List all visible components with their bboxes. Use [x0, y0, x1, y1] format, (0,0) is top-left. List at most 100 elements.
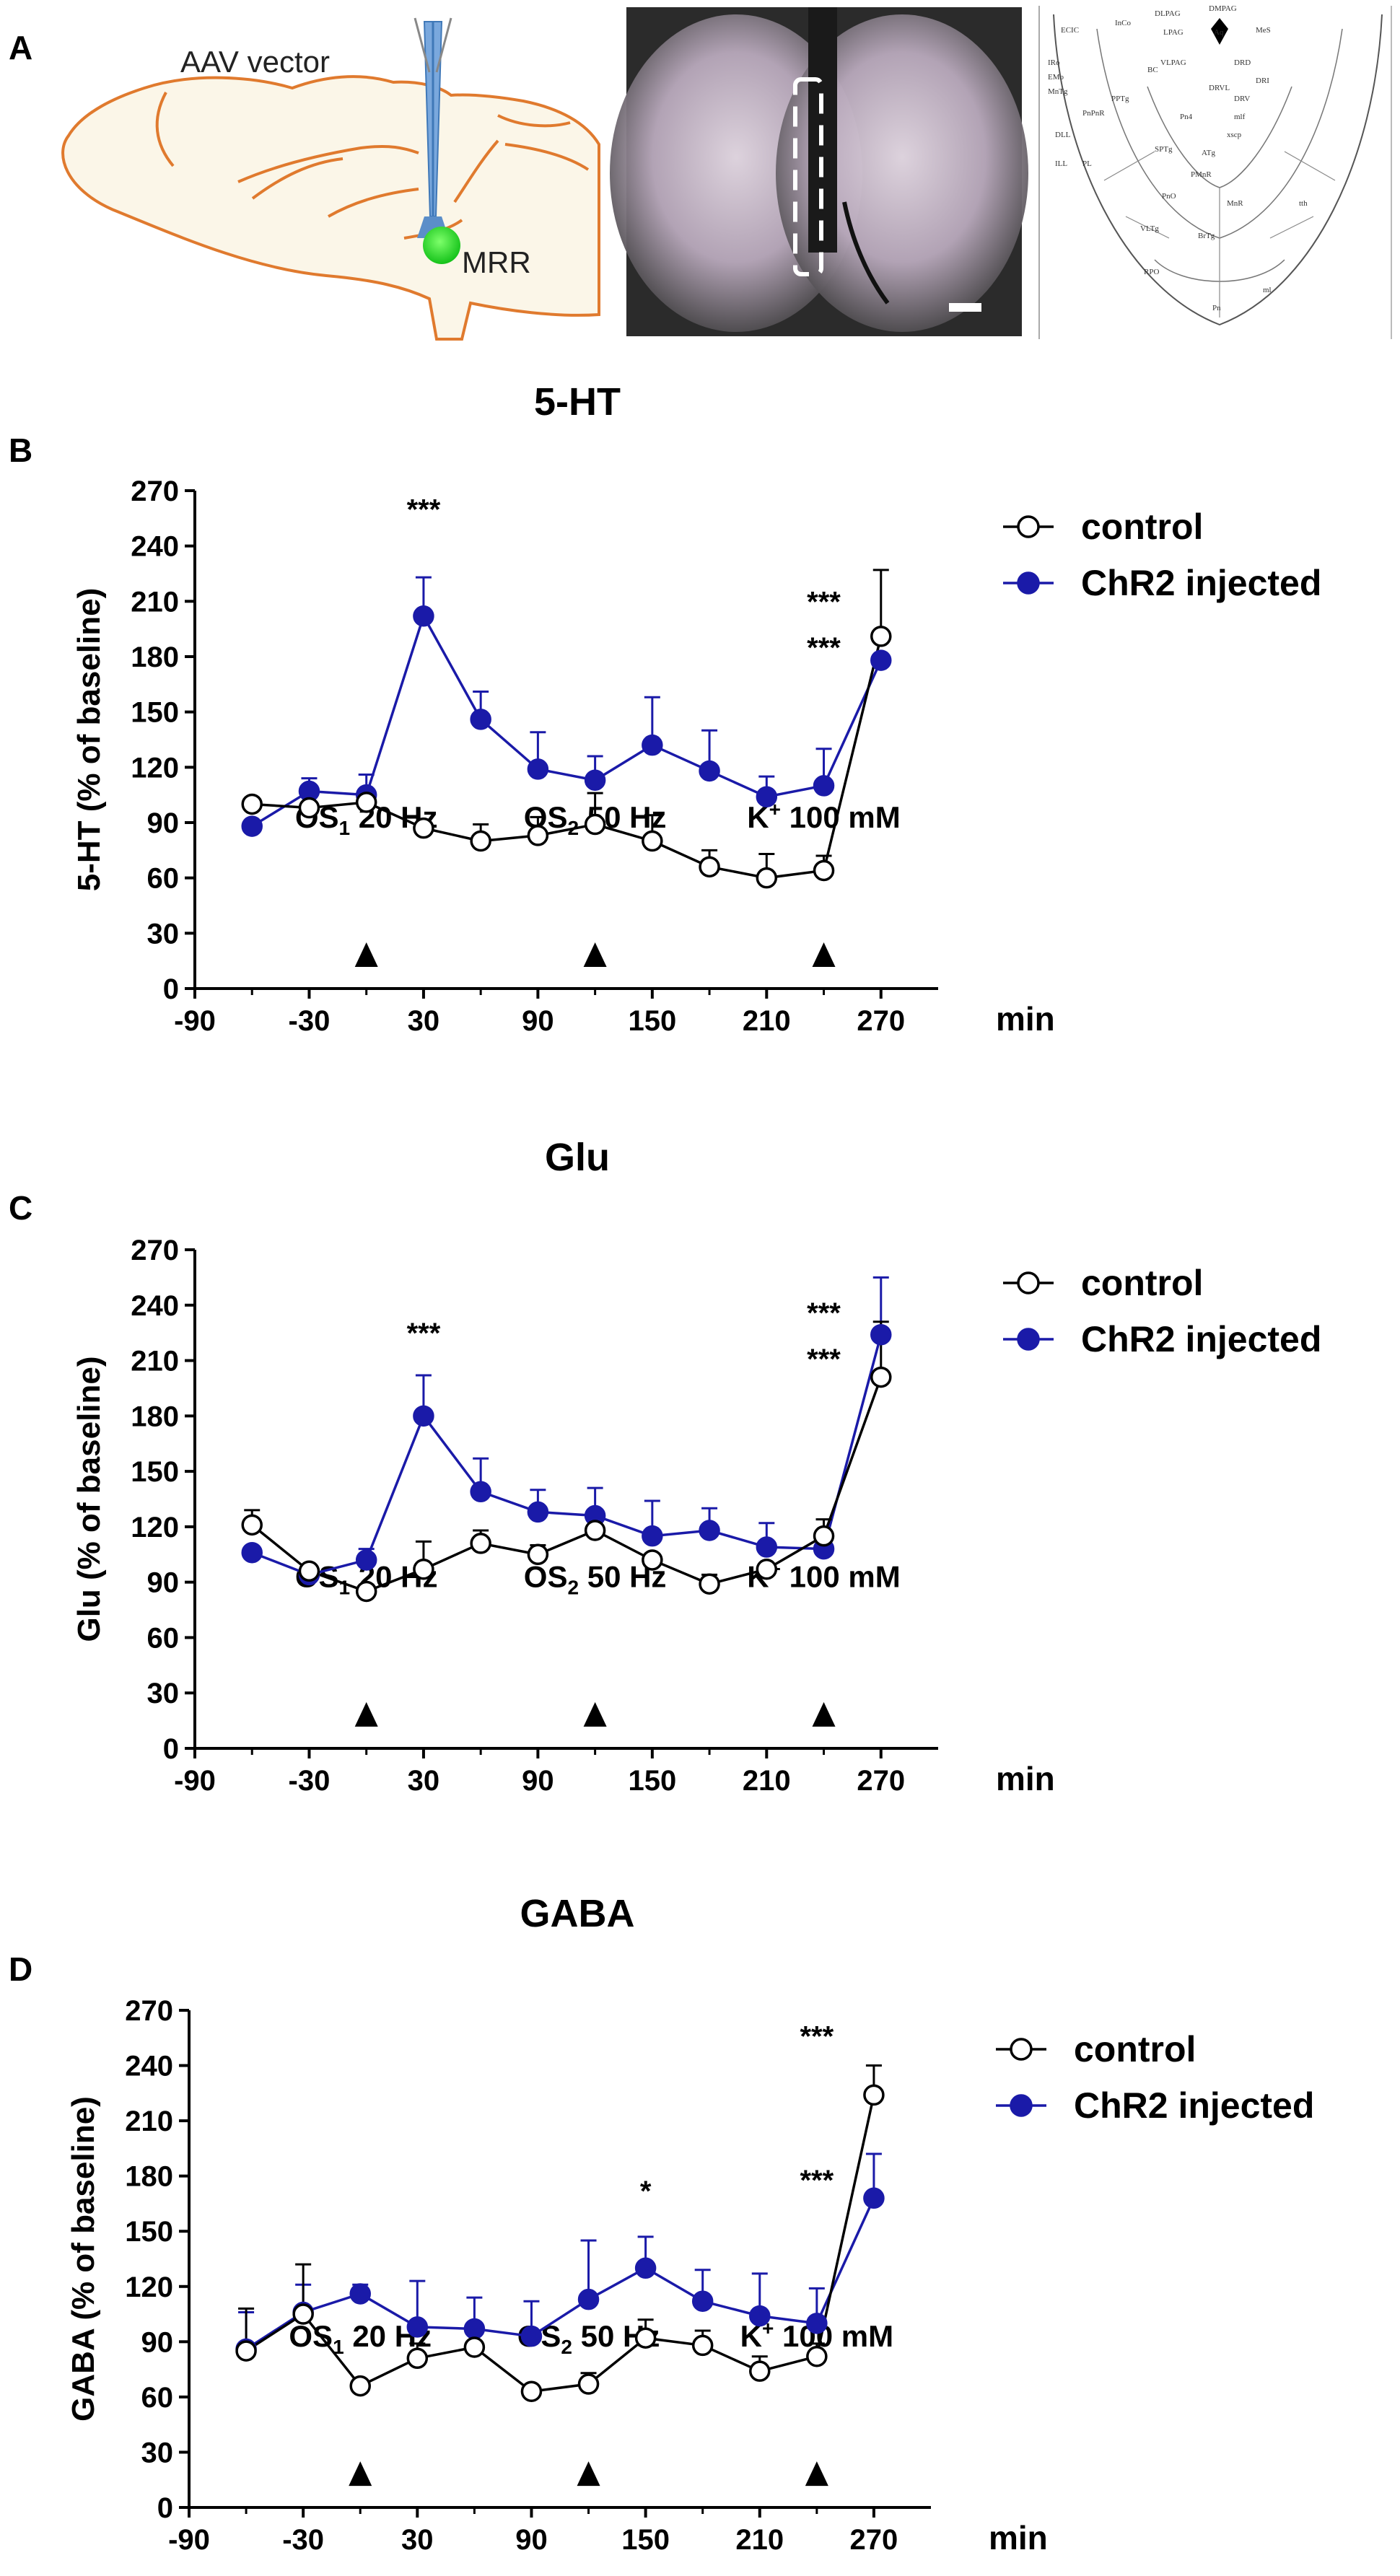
y-tick-label: 60 [141, 2382, 174, 2414]
brain-fold [251, 157, 344, 200]
data-point-control [355, 792, 377, 813]
y-tick-label: 120 [131, 752, 179, 784]
x-tick-label: 30 [408, 1765, 440, 1797]
data-point-control [235, 2340, 257, 2362]
data-point-chr2 [520, 2325, 543, 2347]
data-point-control [813, 859, 835, 882]
data-point-control [756, 867, 778, 889]
data-point-chr2 [806, 2313, 828, 2334]
brain-schematic: AAV vector MRR [61, 17, 600, 341]
data-point-control [584, 813, 606, 836]
data-point-chr2 [527, 758, 549, 780]
y-tick-label: 180 [131, 1401, 179, 1432]
pipette-tube [435, 17, 452, 73]
data-point-control [413, 1559, 434, 1580]
data-point-chr2 [241, 815, 263, 837]
y-tick-label: 60 [147, 863, 180, 895]
x-tick-label: -30 [289, 1765, 331, 1797]
data-point-control [749, 2360, 771, 2382]
y-tick-label: 150 [131, 697, 179, 729]
legend-marker-chr2 [1017, 1328, 1040, 1351]
data-point-control [527, 825, 549, 846]
atlas-lines [1103, 151, 1336, 317]
atlas-label: xscp [1227, 131, 1242, 139]
chart-gaba: D GABA 0 30 60 90 120 150 180 210 240 270 -90 -30 30 90… [9, 1892, 1314, 2557]
legend-label-chr2: ChR2 injected [1081, 1319, 1321, 1359]
atlas-label: mlf [1234, 113, 1246, 121]
data-point-chr2 [634, 2257, 657, 2279]
data-point-chr2 [863, 2187, 885, 2209]
data-point-control [298, 797, 320, 819]
stimulus-arrow-icon [349, 2461, 372, 2487]
stimulus-arrow-icon [583, 942, 607, 967]
data-point-chr2 [470, 1481, 491, 1503]
data-point-chr2 [406, 2316, 429, 2338]
data-point-chr2 [749, 2305, 771, 2327]
atlas-label: ATg [1202, 149, 1215, 157]
stimulus-arrow-icon [354, 942, 378, 967]
atlas-label: DMPAG [1209, 4, 1237, 13]
data-point-control [642, 1549, 663, 1571]
aqueduct-icon [1211, 18, 1228, 45]
y-tick-label: 0 [157, 2492, 173, 2524]
atlas-label: Aq [1214, 28, 1224, 37]
data-point-control [691, 2334, 714, 2357]
brain-fold [453, 139, 499, 203]
x-axis-unit: min [996, 1000, 1055, 1038]
y-tick-label: 60 [147, 1622, 180, 1654]
data-point-chr2 [463, 2318, 486, 2340]
x-tick-label: 210 [743, 1765, 791, 1797]
virus-injection-icon [423, 227, 460, 264]
data-point-control [813, 1525, 835, 1547]
atlas-label: ECIC [1061, 26, 1079, 35]
data-point-control [241, 793, 263, 815]
atlas-label: ILL [1055, 159, 1067, 168]
data-point-control [699, 856, 720, 878]
brain-fold [237, 144, 419, 183]
atlas-label: DLL [1055, 131, 1071, 139]
legend-marker-chr2 [1010, 2094, 1033, 2117]
data-point-chr2 [355, 1549, 377, 1571]
data-point-chr2 [756, 1536, 778, 1558]
y-tick-label: 90 [141, 2326, 174, 2358]
x-tick-label: 150 [621, 2524, 670, 2556]
panel-label: B [9, 431, 32, 469]
significance-mark: * [640, 2176, 652, 2207]
mrr-label: MRR [462, 245, 531, 279]
y-tick-label: 120 [131, 1512, 179, 1543]
data-point-control [527, 1543, 549, 1566]
data-point-control [355, 1580, 377, 1603]
y-tick-label: 30 [141, 2437, 174, 2468]
y-tick-label: 240 [131, 531, 179, 563]
data-point-control [349, 2375, 371, 2397]
legend-label-chr2: ChR2 injected [1074, 2085, 1314, 2126]
aav-vector-label: AAV vector [180, 45, 330, 79]
y-tick-label: 240 [125, 2051, 173, 2082]
stimulus-label: K+ 100 mM [740, 2317, 893, 2353]
chart-title: GABA [520, 1892, 635, 1935]
data-point-chr2 [870, 649, 892, 671]
data-point-control [463, 2336, 486, 2358]
data-point-chr2 [699, 1520, 720, 1541]
x-tick-label: 270 [857, 1765, 905, 1797]
data-point-chr2 [642, 734, 663, 756]
y-tick-label: 120 [125, 2271, 173, 2303]
stimulus-arrow-icon [354, 1701, 378, 1727]
x-axis-unit: min [996, 1760, 1055, 1797]
data-point-control [413, 817, 434, 839]
atlas-label: VLTg [1140, 224, 1159, 233]
atlas-label: DRD [1234, 58, 1251, 67]
y-tick-label: 0 [163, 1733, 179, 1765]
legend-label-control: control [1081, 1263, 1203, 1303]
y-tick-label: 210 [125, 2106, 173, 2137]
data-point-chr2 [691, 2290, 714, 2312]
x-tick-label: 90 [522, 1765, 554, 1797]
significance-mark: *** [807, 632, 841, 664]
atlas-label: MnR [1227, 199, 1243, 208]
brain-fold [497, 114, 571, 128]
x-tick-label: -30 [282, 2524, 324, 2556]
data-point-chr2 [413, 1405, 434, 1427]
y-tick-label: 270 [125, 1995, 173, 2027]
data-point-control [756, 1559, 778, 1580]
